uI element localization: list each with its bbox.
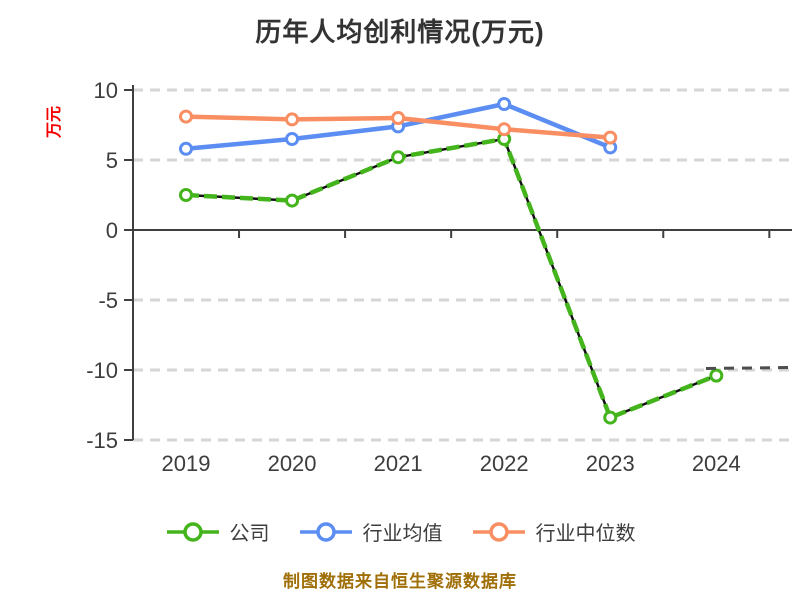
company-marker <box>285 193 300 208</box>
legend-label: 行业均值 <box>362 523 443 545</box>
industry-average-marker <box>497 97 512 111</box>
legend: 公司 行业均值 行业中位数 <box>0 517 800 546</box>
x-tick-label: 2019 <box>162 451 211 476</box>
x-tick-label: 2021 <box>374 451 423 476</box>
legend-label: 行业中位数 <box>535 523 636 545</box>
legend-item-industry-average: 行业均值 <box>298 517 443 546</box>
company-line-underlay <box>185 137 717 420</box>
industry-average-marker <box>285 132 300 146</box>
industry-median-marker <box>391 111 406 125</box>
chart-title: 历年人均创利情况(万元) <box>255 17 545 47</box>
x-tick-label: 2020 <box>268 451 317 476</box>
x-tick-label: 2023 <box>586 451 635 476</box>
company-legend-marker-icon <box>166 521 219 542</box>
company-trailing-dashes <box>705 366 793 370</box>
y-tick-label: -10 <box>86 358 118 383</box>
company-marker <box>179 188 193 202</box>
y-tick-label: 0 <box>106 218 118 243</box>
company-marker <box>603 410 618 425</box>
company-line <box>185 136 718 421</box>
y-tick-label: -15 <box>86 428 118 453</box>
industry-median-marker <box>603 130 618 145</box>
y-tick-label: -5 <box>98 288 118 313</box>
legend-item-industry-median: 行业中位数 <box>471 517 636 546</box>
industry-median-marker <box>179 109 193 124</box>
y-tick-label: 10 <box>94 78 118 103</box>
data-source-note: 制图数据来自恒生聚源数据库 <box>283 572 517 591</box>
x-tick-label: 2022 <box>480 451 529 476</box>
industry-average-legend-marker-icon <box>299 521 352 542</box>
industry-average-marker <box>179 141 193 156</box>
company-marker <box>391 150 406 165</box>
x-tick-label: 2024 <box>692 451 741 476</box>
industry-median-marker <box>497 122 512 137</box>
industry-median-marker <box>285 112 300 127</box>
industry-median-legend-marker-icon <box>472 521 525 542</box>
legend-item-company: 公司 <box>165 517 270 546</box>
company-marker <box>709 368 724 383</box>
y-tick-label: 5 <box>106 148 118 173</box>
legend-label: 公司 <box>229 523 270 545</box>
